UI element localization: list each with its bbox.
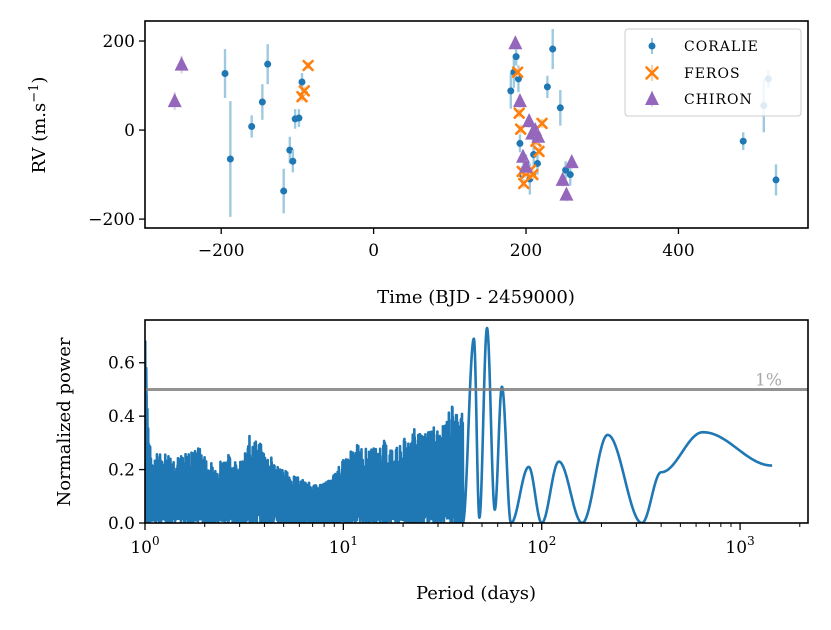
rv-x-tick-label: −200 [198,241,245,261]
rv-panel: −200 0 200 400 −200 0 200 Time (BJD - 2459000… [27,20,809,308]
rv-x-tick-label: 0 [368,241,379,261]
rv-y-ticks: −200 0 200 [88,32,145,230]
coralie-point [221,70,229,78]
coralie-point [248,123,256,131]
rv-y-axis-label: RV (m.s−1) [27,77,50,174]
periodogram-y-tick-label: 0.0 [108,514,135,534]
periodogram-x-tick-label: 101 [329,534,358,558]
rv-x-axis-label: Time (BJD - 2459000) [377,287,575,308]
rv-x-ticks: −200 0 200 400 [198,228,695,261]
chiron-point [167,93,182,108]
coralie-point [772,176,780,184]
chiron-point [519,158,534,173]
coralie-point [264,60,272,68]
chiron-point [555,171,570,186]
chiron-point [531,128,546,143]
coralie-point [549,45,557,53]
legend-box [624,28,802,117]
rv-y-label-main: RV (m.s [29,103,50,174]
periodogram-plot-frame [144,319,809,524]
coralie-point [566,171,574,179]
legend-entry-coralie: CORALIE [648,38,759,55]
rv-y-tick-label: 0 [124,121,135,141]
coralie-point [507,87,515,95]
periodogram-y-tick-label: 0.2 [108,461,135,481]
feros-point [511,66,524,78]
threshold-label: 1% [755,370,782,390]
periodogram-panel: 1% 100 101 102 103 0.0 0.2 0.4 0.6 Period (day… [54,319,809,604]
chiron-point [508,35,523,50]
feros-point [536,117,548,130]
legend-entry-chiron: CHIRON [645,91,753,108]
legend-entry-feros: FEROS [645,65,741,82]
coralie-point [280,187,288,195]
coralie-point [286,146,294,154]
coralie-point [556,104,564,112]
coralie-point [226,155,234,163]
periodogram-line [145,326,773,523]
legend-coralie-label: CORALIE [684,39,759,55]
coralie-point [512,53,520,61]
periodogram-x-tick-label: 100 [130,534,159,558]
coralie-point [543,83,551,91]
chiron-point [515,148,530,163]
coralie-point [289,157,297,165]
legend-coralie-marker [648,42,656,50]
coralie-point [295,114,303,122]
chiron-point [522,113,537,128]
periodogram-y-tick-label: 0.6 [108,354,135,374]
chiron-point [174,56,189,71]
rv-y-label-end: ) [29,77,50,84]
periodogram-minor-ticks [204,523,801,527]
legend-feros-marker [645,66,659,80]
coralie-point [562,166,570,174]
periodogram-x-ticks: 100 101 102 103 [130,523,755,558]
feros-point [533,145,545,158]
coralie-point [514,75,522,83]
periodogram-y-ticks: 0.0 0.2 0.4 0.6 [108,354,145,534]
feros-point [513,107,525,119]
rv-x-tick-label: 200 [510,241,542,261]
rv-y-tick-label: 200 [103,32,135,52]
coralie-point [258,98,266,106]
rv-y-label-sup: −1 [27,84,42,103]
periodogram-y-axis-label: Normalized power [54,337,75,506]
feros-point [298,85,311,97]
periodogram-y-tick-label: 0.4 [108,407,135,427]
legend-chiron-label: CHIRON [684,92,753,108]
rv-plot-frame [144,20,809,229]
rv-y-tick-label: −200 [88,210,135,230]
legend-feros-label: FEROS [684,66,741,82]
chiron-point [512,93,527,108]
coralie-point [739,137,747,145]
chiron-point [564,154,579,169]
rv-legend: CORALIE FEROS CHIRON [624,28,802,117]
feros-point [517,177,530,190]
feros-point [302,59,314,72]
chiron-point [559,186,574,201]
coralie-point [298,78,306,86]
coralie-point [516,139,524,147]
periodogram-x-tick-label: 102 [527,534,556,558]
rv-points [167,29,780,217]
legend-chiron-marker [645,91,659,105]
periodogram-x-tick-label: 103 [725,534,754,558]
periodogram-x-axis-label: Period (days) [416,583,536,604]
rv-x-tick-label: 400 [662,241,694,261]
